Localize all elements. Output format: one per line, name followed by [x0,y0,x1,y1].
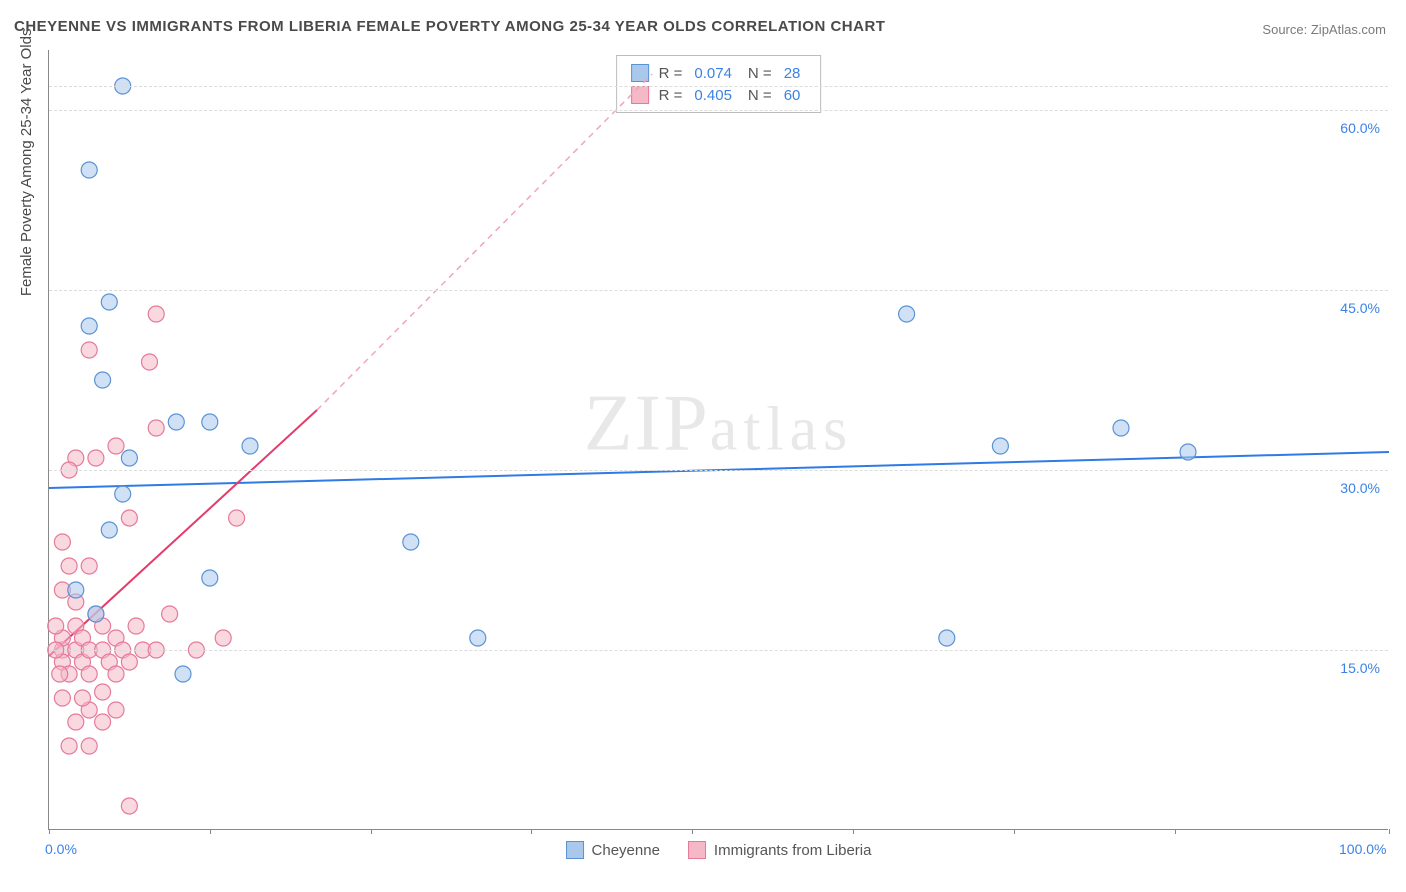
y-tick-label: 45.0% [1340,300,1380,316]
legend-label-cheyenne: Cheyenne [592,842,660,859]
gridline [49,290,1388,291]
x-tick [1175,829,1176,834]
data-point [121,450,137,466]
data-point [168,414,184,430]
x-tick [371,829,372,834]
gridline [49,86,1388,87]
data-point [403,534,419,550]
legend-item-cheyenne: Cheyenne [566,841,660,859]
data-point [95,684,111,700]
data-point [121,798,137,814]
x-tick [853,829,854,834]
data-point [68,714,84,730]
source-attribution: Source: ZipAtlas.com [1262,22,1386,37]
x-tick [1389,829,1390,834]
chart-svg [49,50,1388,829]
data-point [52,666,68,682]
data-point [115,486,131,502]
data-point [81,666,97,682]
data-point [148,420,164,436]
x-tick-label: 0.0% [45,841,77,857]
data-point [108,438,124,454]
data-point [202,414,218,430]
plot-area: ZIPatlas R = 0.074 N = 28 R = 0.405 N = … [48,50,1388,830]
data-point [81,558,97,574]
data-point [81,318,97,334]
gridline [49,470,1388,471]
legend-item-liberia: Immigrants from Liberia [688,841,872,859]
data-point [229,510,245,526]
data-point [54,690,70,706]
data-point [939,630,955,646]
source-value: ZipAtlas.com [1311,22,1386,37]
data-point [81,738,97,754]
data-point [175,666,191,682]
data-point [101,522,117,538]
x-tick [210,829,211,834]
legend-label-liberia: Immigrants from Liberia [714,842,872,859]
data-point [1180,444,1196,460]
data-point [1113,420,1129,436]
trend-line [317,74,652,410]
y-tick-label: 60.0% [1340,120,1380,136]
data-point [121,510,137,526]
data-point [121,654,137,670]
data-point [81,162,97,178]
data-point [215,630,231,646]
data-point [95,372,111,388]
data-point [88,450,104,466]
data-point [48,618,64,634]
data-point [61,558,77,574]
chart-title: CHEYENNE VS IMMIGRANTS FROM LIBERIA FEMA… [14,18,885,35]
data-point [108,702,124,718]
data-point [470,630,486,646]
x-tick [531,829,532,834]
x-tick [692,829,693,834]
data-point [148,306,164,322]
x-tick [1014,829,1015,834]
source-label: Source: [1262,22,1307,37]
gridline [49,110,1388,111]
data-point [899,306,915,322]
x-tick-label: 100.0% [1339,841,1386,857]
y-tick-label: 15.0% [1340,660,1380,676]
data-point [108,666,124,682]
data-point [992,438,1008,454]
data-point [95,714,111,730]
data-point [202,570,218,586]
data-point [54,534,70,550]
legend-swatch-cheyenne [566,841,584,859]
y-axis-title: Female Poverty Among 25-34 Year Olds [18,29,35,297]
data-point [128,618,144,634]
bottom-legend: Cheyenne Immigrants from Liberia [566,841,872,859]
x-tick [49,829,50,834]
data-point [88,606,104,622]
data-point [68,582,84,598]
gridline [49,650,1388,651]
data-point [242,438,258,454]
data-point [81,342,97,358]
data-point [101,294,117,310]
data-point [162,606,178,622]
data-point [142,354,158,370]
legend-swatch-liberia [688,841,706,859]
data-point [61,738,77,754]
data-point [75,690,91,706]
y-tick-label: 30.0% [1340,480,1380,496]
